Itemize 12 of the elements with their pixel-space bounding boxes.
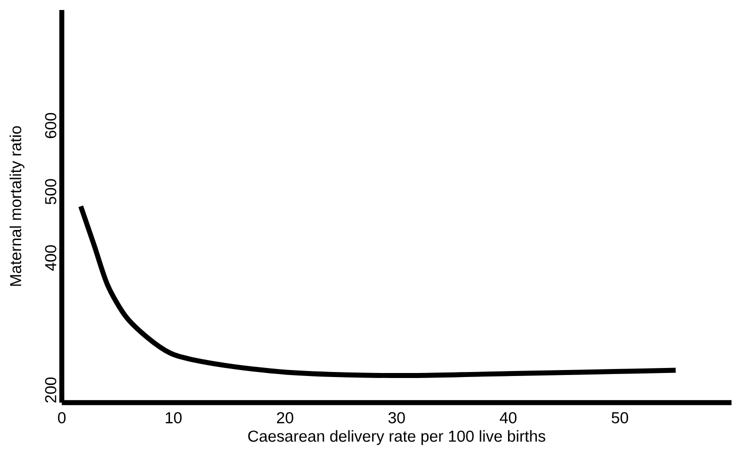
- y-axis-title: Maternal mortality ratio: [10, 126, 24, 286]
- x-tick-label: 40: [500, 412, 516, 424]
- y-tick-label: 500: [45, 178, 56, 204]
- x-tick-label: 30: [388, 412, 405, 424]
- x-tick-label: 10: [166, 412, 182, 424]
- y-tick-label: 600: [45, 112, 56, 138]
- x-tick-label: 0: [58, 412, 66, 424]
- x-tick-label: 50: [612, 412, 628, 424]
- x-axis-title: Caesarean delivery rate per 100 live births: [248, 430, 546, 445]
- y-tick-label: 200: [45, 377, 56, 402]
- x-tick-label: 20: [276, 412, 294, 424]
- y-tick-label: 400: [45, 245, 56, 271]
